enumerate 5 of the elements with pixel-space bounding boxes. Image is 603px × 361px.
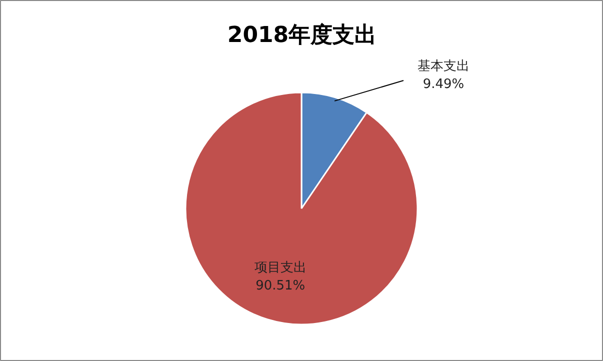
data-label: 9.49% xyxy=(422,77,464,92)
slice-label: 项目支出 xyxy=(254,260,306,276)
chart-title: 2018年度支出 xyxy=(227,22,377,48)
data-label: 90.51% xyxy=(256,278,306,294)
slice-label: 基本支出 xyxy=(418,59,470,74)
